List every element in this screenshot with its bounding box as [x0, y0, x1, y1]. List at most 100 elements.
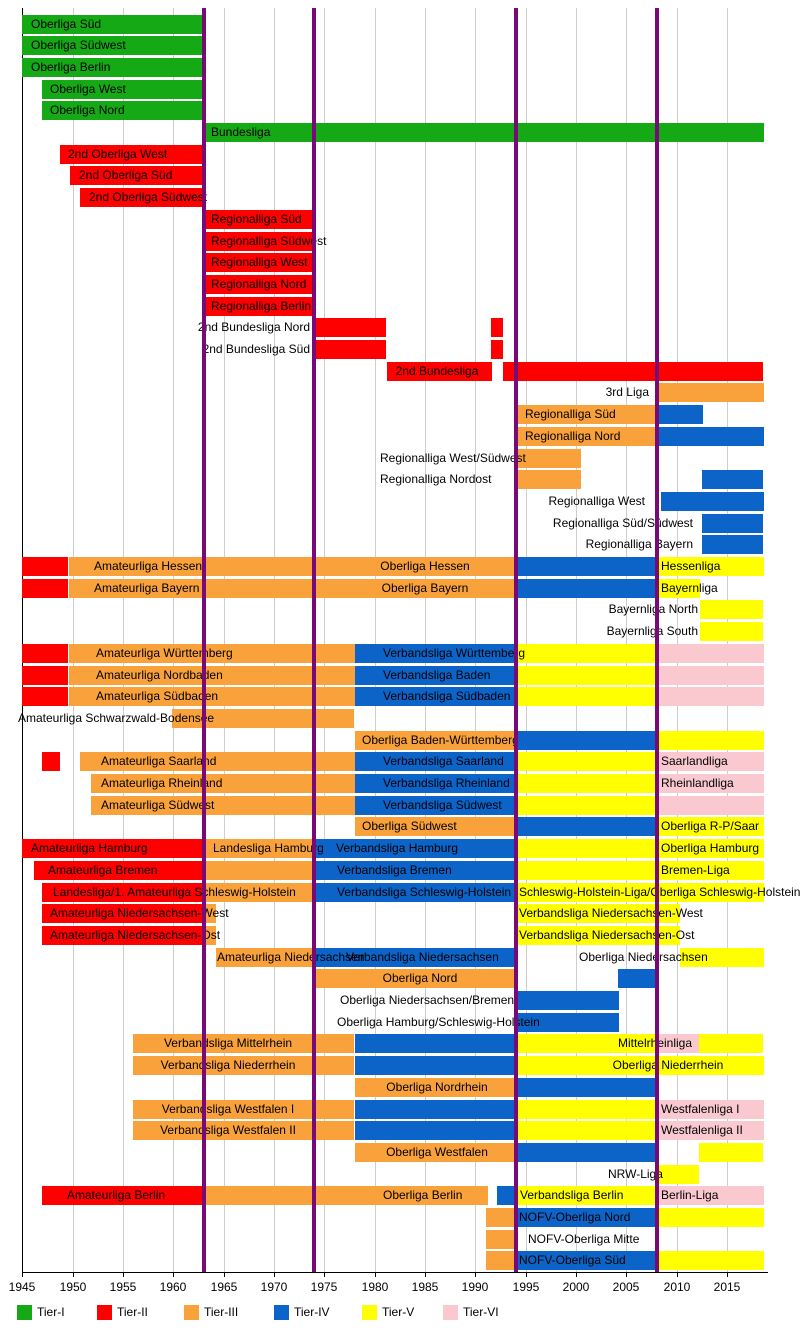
timeline-bar: [657, 1208, 764, 1227]
axis-tick-label: 1950: [59, 1280, 87, 1294]
bar-label: Regionalliga Süd: [525, 407, 616, 421]
timeline-bar: [516, 1100, 657, 1119]
timeline-bar: [22, 36, 203, 55]
timeline-bar: [133, 1121, 354, 1140]
axis-tick: [576, 1272, 577, 1277]
timeline-bar: [516, 405, 657, 424]
bar-label: Regionalliga Südwest: [211, 234, 327, 248]
bar-label: Regionalliga Nord: [525, 429, 621, 443]
timeline-bar: [516, 644, 657, 663]
timeline-bar: [355, 1078, 516, 1097]
timeline-bar: [387, 362, 492, 381]
bar-label: Bundesliga: [211, 125, 271, 139]
timeline-bar: [42, 80, 203, 99]
axis-tick: [22, 1272, 23, 1277]
bar-label: Regionalliga Nord: [211, 277, 307, 291]
bar-label: Amateurliga Bremen: [48, 863, 158, 877]
timeline-bar: [42, 904, 203, 923]
bar-label: Bremen-Liga: [661, 863, 730, 877]
bar-label: Regionalliga Bayern: [585, 537, 693, 551]
bar-label: Amateurliga Württemberg: [96, 646, 233, 660]
timeline-bar: [355, 752, 516, 771]
timeline-bar: [355, 1121, 516, 1140]
bar-label: Regionalliga Süd/Südwest: [552, 516, 693, 530]
bar-label: Oberliga Süd: [31, 17, 102, 31]
bar-label: Regionalliga West/Südwest: [380, 451, 526, 465]
legend-swatch: [184, 1305, 199, 1320]
timeline-bar: [516, 926, 680, 945]
timeline-bar: [661, 492, 764, 511]
bar-label: Verbandsliga Baden: [383, 668, 491, 682]
timeline-bar: [355, 774, 516, 793]
timeline-bar: [204, 861, 315, 880]
timeline-bar: [355, 1100, 516, 1119]
bar-label: Oberliga Nord: [50, 103, 125, 117]
bar-label: Landesliga/1. Amateurliga Schleswig-Hols…: [53, 885, 296, 899]
timeline-bar: [657, 687, 764, 706]
x-axis-line: [22, 1272, 768, 1273]
bar-label: 2nd Oberliga Südwest: [89, 190, 208, 204]
bar-label: Amateurliga Niedersachsen: [217, 950, 365, 964]
timeline-bar: [355, 796, 516, 815]
bar-label: Regionalliga West: [211, 255, 308, 269]
bar-label: Oberliga Westfalen: [386, 1145, 488, 1159]
timeline-bar: [486, 1208, 515, 1227]
grid-line: [626, 8, 627, 1272]
timeline-bar: [516, 752, 657, 771]
legend-swatch: [17, 1305, 32, 1320]
bar-label: Oberliga West: [50, 82, 126, 96]
timeline-bar: [516, 687, 657, 706]
bar-label: Regionalliga West: [548, 494, 646, 508]
bar-label: Oberliga Niedersachsen: [579, 950, 708, 964]
bar-label: Landesliga Hamburg: [213, 841, 324, 855]
timeline-bar: [657, 1251, 764, 1270]
timeline-bar: [699, 1143, 763, 1162]
bar-label: Bayernliga South: [606, 624, 698, 638]
era-line: [202, 8, 206, 1272]
timeline-bar: [516, 1013, 619, 1032]
timeline-bar: [204, 1186, 488, 1205]
timeline-bar: [680, 948, 764, 967]
timeline-bar: [516, 1251, 657, 1270]
timeline-bar: [22, 687, 68, 706]
bar-label: Verbandsliga Niedersachsen-West: [519, 906, 703, 920]
bar-label: NOFV-Oberliga Nord: [519, 1210, 631, 1224]
timeline-bar: [657, 383, 764, 402]
timeline-bar: [314, 969, 515, 988]
timeline-bar: [91, 774, 355, 793]
timeline-bar: [657, 666, 764, 685]
axis-tick: [274, 1272, 275, 1277]
timeline-bar: [355, 687, 516, 706]
grid-line: [475, 8, 476, 1272]
grid-line: [73, 8, 74, 1272]
axis-tick-label: 1990: [461, 1280, 489, 1294]
bar-label: 3rd Liga: [605, 385, 649, 399]
bar-label: Hessenliga: [661, 559, 721, 573]
bar-label: Verbandsliga Rheinland: [383, 776, 510, 790]
timeline-bar: [204, 232, 315, 251]
timeline-bar: [69, 666, 355, 685]
timeline-bar: [355, 644, 516, 663]
bar-label: Oberliga Hessen: [380, 559, 470, 573]
bar-label: Verbandsliga Südwest: [383, 798, 502, 812]
timeline-bar: [22, 644, 68, 663]
axis-tick-label: 1945: [8, 1280, 36, 1294]
bar-label: Amateurliga Saarland: [101, 754, 217, 768]
era-line: [655, 8, 659, 1272]
timeline-bar: [491, 340, 503, 359]
timeline-bar: [659, 1165, 699, 1184]
timeline-bar: [657, 839, 764, 858]
timeline-bar: [516, 883, 764, 902]
legend-swatch: [362, 1305, 377, 1320]
axis-tick: [626, 1272, 627, 1277]
bar-label: Regionalliga Berlin: [211, 299, 312, 313]
bar-label: Oberliga Berlin: [383, 1188, 463, 1202]
timeline-bar: [516, 1208, 657, 1227]
timeline-bar: [702, 514, 763, 533]
legend-label: Tier-IV: [294, 1305, 330, 1319]
timeline-bar: [204, 297, 315, 316]
bar-label: NOFV-Oberliga Mitte: [528, 1232, 640, 1246]
timeline-bar: [516, 470, 581, 489]
bar-label: Amateurliga Südbaden: [96, 689, 219, 703]
bar-label: Verbandsliga Südbaden: [383, 689, 511, 703]
